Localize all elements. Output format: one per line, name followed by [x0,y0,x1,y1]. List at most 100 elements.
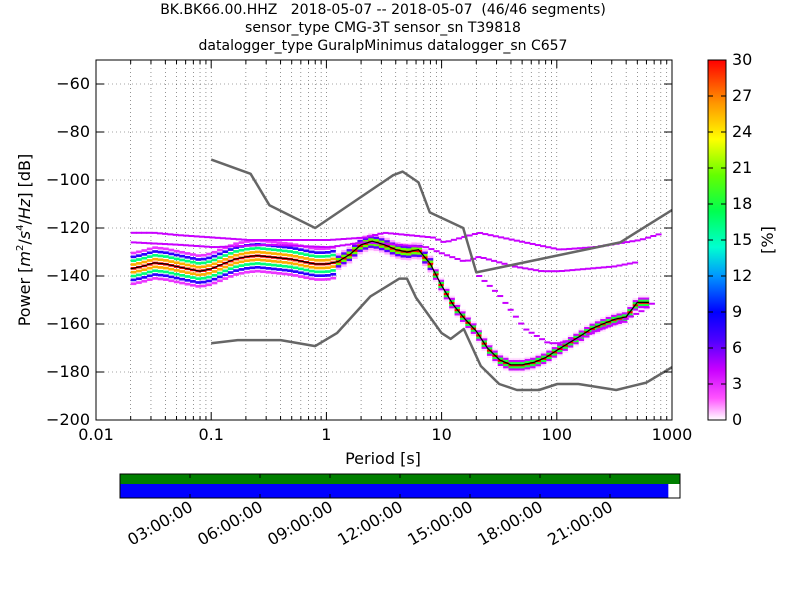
psd-bin [190,280,196,283]
psd-bin [233,269,239,272]
psd-bin [530,355,536,358]
psd-bin [351,239,358,243]
outlier-bin [655,233,662,236]
psd-bin [497,361,504,364]
psd-bin [184,271,191,274]
outlier-bin [272,239,279,241]
psd-bin [535,363,542,367]
psd-bin [384,254,391,257]
psd-bin [238,264,245,267]
psd-bin [346,251,353,254]
psd-bin [335,267,342,270]
x-tick-label: 0.1 [198,425,223,444]
outlier-bin [334,245,341,248]
psd-bin [411,251,418,255]
outlier-bin [544,341,551,344]
psd-bin [449,303,455,307]
outlier-bin [480,257,487,260]
psd-bin [233,265,239,269]
psd-bin [638,299,644,302]
psd-bin [184,278,191,282]
psd-bin [443,298,450,302]
psd-bin [271,271,277,275]
outlier-bin [539,338,546,341]
psd-bin [416,242,423,246]
psd-bin [621,324,628,328]
outlier-bin [172,233,179,236]
outlier-bin [624,241,631,244]
outlier-bin [271,244,278,247]
psd-bin [389,251,396,255]
y-axis-label: Power [m2/s4/Hz] [dB] [15,154,34,327]
psd-bin [594,316,601,320]
psd-bin [638,294,644,298]
psd-bin [265,267,272,270]
psd-bin [422,263,428,266]
psd-bin [400,254,407,258]
psd-bin [459,317,466,320]
psd-bin [260,258,266,262]
outlier-bin [461,235,468,238]
psd-bin [238,271,245,275]
psd-bin [384,249,391,253]
psd-bin [222,269,229,273]
psd-bin [308,258,315,261]
outlier-bin [287,244,294,247]
psd-bin [335,255,342,258]
psd-bin [362,251,369,255]
outlier-bin [497,295,504,298]
psd-bin [584,339,590,342]
psd-bin [378,247,385,251]
psd-bin [362,239,369,243]
psd-bin [513,365,520,369]
psd-bin [346,248,353,252]
outlier-bin [203,245,210,248]
psd-bin [319,247,326,251]
psd-bin [486,340,493,344]
psd-bin [330,253,337,257]
psd-bin [557,349,563,353]
psd-bin [486,353,493,356]
psd-bin [244,259,250,263]
outlier-bin [444,254,451,257]
psd-bin [319,258,326,262]
psd-bin [481,335,488,339]
psd-bin [292,251,299,254]
psd-bin [465,316,472,320]
outlier-bin [198,235,205,238]
outlier-bin [335,238,342,241]
psd-bin [643,309,650,313]
psd-bin [416,256,423,260]
outlier-bin [485,258,492,261]
outlier-bin [167,243,174,246]
outlier-bin [612,322,619,325]
timeline-coverage: 03:00:0006:00:0009:00:0012:00:0015:00:00… [119,473,681,549]
outlier-bin [508,238,515,241]
psd-bin [540,352,547,356]
psd-bin [470,318,477,322]
psd-bin [557,353,563,357]
psd-bin [308,246,315,250]
psd-bin [551,354,558,358]
psd-bin [600,331,607,334]
psd-bin [179,281,185,285]
outlier-bin [256,239,263,241]
psd-bin [503,352,509,356]
psd-bin [152,254,158,257]
y-tick-label: −80 [56,122,90,141]
psd-bin [298,271,304,275]
outlier-bin [276,244,283,247]
outlier-bin [277,239,284,241]
psd-bin [567,344,574,348]
outlier-bin [475,256,482,259]
psd-bin [314,274,320,278]
psd-bin [578,336,585,339]
outlier-bin [135,231,142,234]
psd-bin [319,255,326,258]
psd-bin [405,243,412,246]
psd-bin [362,244,369,248]
psd-bin [260,251,266,254]
psd-bin [303,276,310,280]
psd-bin [503,359,509,362]
psd-bin [432,275,439,278]
